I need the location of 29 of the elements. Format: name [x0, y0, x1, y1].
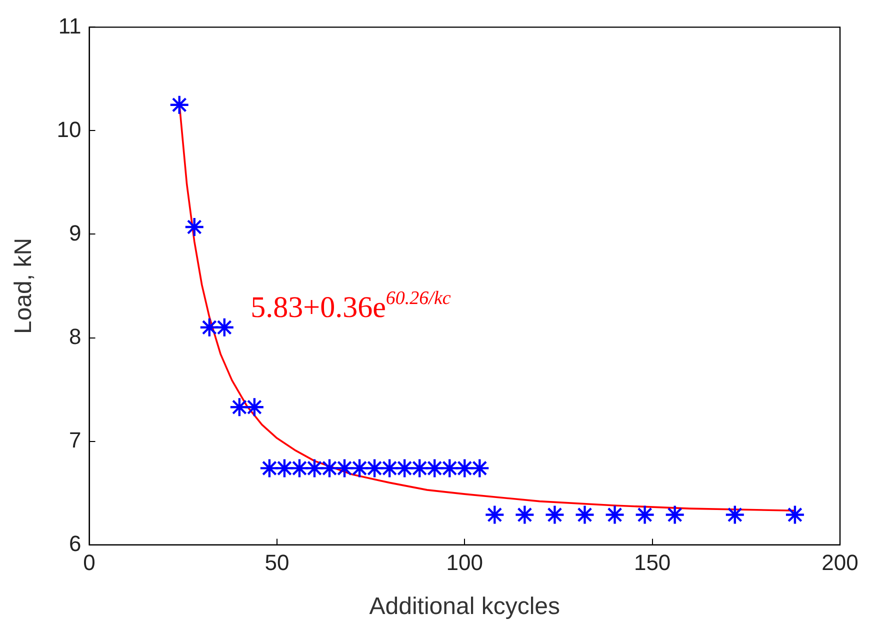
y-tick-label: 8: [69, 324, 82, 349]
x-tick-label: 100: [446, 550, 483, 576]
x-tick-label: 0: [83, 550, 96, 576]
y-tick-label: 6: [69, 530, 82, 556]
point: [544, 504, 565, 525]
point: [484, 504, 505, 525]
point: [470, 458, 490, 478]
y-tick-label: 7: [69, 427, 82, 452]
x-tick-label: 150: [634, 550, 671, 576]
point: [604, 504, 625, 525]
point: [244, 397, 265, 418]
y-tick-label: 10: [56, 116, 82, 142]
point: [454, 458, 475, 478]
point: [574, 504, 595, 525]
point: [214, 317, 234, 338]
point: [514, 504, 535, 525]
point: [784, 504, 806, 525]
x-tick-label: 50: [264, 550, 290, 576]
y-tick-label: 9: [69, 220, 82, 246]
point: [169, 94, 190, 115]
y-axis-title: Load, kN: [10, 238, 38, 334]
point: [199, 317, 220, 338]
x-tick-label: 200: [822, 550, 858, 576]
point: [634, 504, 655, 525]
y-tick-label: 11: [58, 13, 82, 38]
point: [184, 216, 204, 238]
point: [664, 504, 685, 525]
x-axis-title: Additional kcycles: [369, 593, 560, 620]
point: [724, 504, 745, 525]
